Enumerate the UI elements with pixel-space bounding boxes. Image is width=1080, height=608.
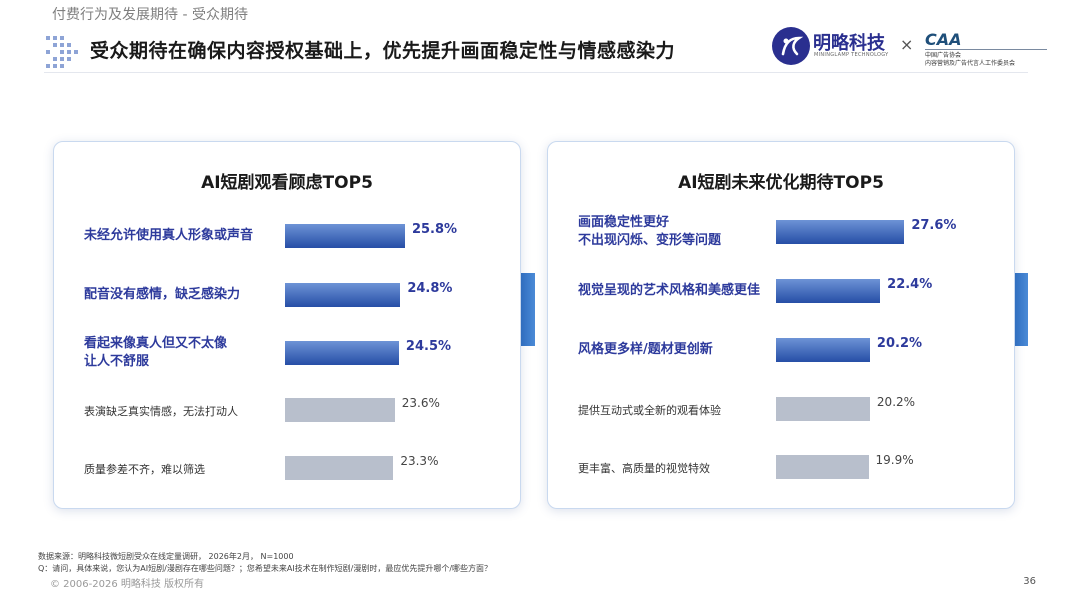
copyright: © 2006-2026 明略科技 版权所有 <box>50 579 205 590</box>
logo-separator: × <box>900 35 914 54</box>
chart-title: AI短剧未来优化期待TOP5 <box>678 173 884 193</box>
chart-title: AI短剧观看顾虑TOP5 <box>201 173 373 193</box>
value-label: 23.3% <box>400 454 439 468</box>
bar <box>285 341 399 365</box>
category-label: 表演缺乏真实情感，无法打动人 <box>84 405 238 418</box>
category-label: 看起来像真人但又不太像 让人不舒服 <box>84 336 228 369</box>
section-label: 付费行为及发展期待 - 受众期待 <box>52 7 248 23</box>
bar <box>285 224 405 248</box>
minglue-logo-subtitle: MININGLAMP TECHNOLOGY <box>814 52 889 58</box>
bar <box>776 279 881 303</box>
category-label: 风格更多样/题材更创新 <box>578 342 713 357</box>
bar <box>776 455 869 479</box>
caa-logo-line2: 内容营销及广告代言人工作委员会 <box>925 60 1016 67</box>
value-label: 25.8% <box>411 222 458 237</box>
question-note: Q：请问，具体来说，您认为AI短剧/漫剧存在哪些问题？；您希望未来AI技术在制作… <box>38 564 493 573</box>
chart-panel-concerns: AI短剧观看顾虑TOP5 未经允许使用真人形象或声音 25.8% 配音没有感情，缺乏… <box>53 141 521 509</box>
panel-tab-left <box>519 273 535 346</box>
panel-tab-right <box>1012 273 1028 346</box>
caa-logo-rule <box>925 49 1047 50</box>
value-label: 22.4% <box>887 277 933 292</box>
caa-logo-line1: 中国广告协会 <box>925 52 962 59</box>
category-label: 未经允许使用真人形象或声音 <box>84 228 254 243</box>
title-divider <box>44 72 1028 73</box>
category-label: 画面稳定性更好 不出现闪烁、变形等问题 <box>578 215 722 248</box>
dots-decoration-icon <box>46 36 78 68</box>
page-number: 36 <box>1023 576 1036 587</box>
chart-panel-expectations: AI短剧未来优化期待TOP5 画面稳定性更好 不出现闪烁、变形等问题 27.6% 视… <box>547 141 1015 509</box>
category-label: 提供互动式或全新的观看体验 <box>578 404 721 417</box>
category-label: 配音没有感情，缺乏感染力 <box>84 287 241 302</box>
value-label: 27.6% <box>911 218 957 233</box>
value-label: 24.5% <box>405 339 452 354</box>
bar <box>776 338 870 362</box>
caa-logo-mark: CAA <box>925 30 962 49</box>
page-title: 受众期待在确保内容授权基础上，优先提升画面稳定性与情感感染力 <box>90 40 676 62</box>
category-label: 更丰富、高质量的视觉特效 <box>578 462 710 475</box>
value-label: 24.8% <box>407 281 453 296</box>
bar <box>776 397 870 421</box>
data-source-note: 数据来源：明略科技微短剧受众在线定量调研， 2026年2月， N=1000 <box>38 552 294 561</box>
value-label: 20.2% <box>876 395 916 409</box>
value-label: 23.6% <box>401 396 440 410</box>
value-label: 20.2% <box>876 336 923 351</box>
bar <box>776 220 905 244</box>
minglue-logo-icon <box>772 27 810 65</box>
value-label: 19.9% <box>875 453 914 467</box>
category-label: 质量参差不齐，难以筛选 <box>84 463 205 476</box>
bar <box>285 283 401 307</box>
bar <box>285 456 394 480</box>
minglue-logo-name: 明略科技 <box>813 33 885 54</box>
category-label: 视觉呈现的艺术风格和美感更佳 <box>578 283 761 298</box>
bar <box>285 398 395 422</box>
